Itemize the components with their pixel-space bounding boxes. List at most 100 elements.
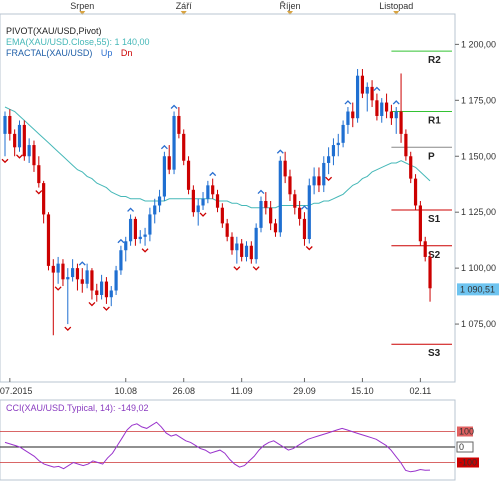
candle-body-49 xyxy=(240,243,244,257)
candle-body-4 xyxy=(22,124,26,157)
candle-body-35 xyxy=(172,115,176,170)
fractal-up-24 xyxy=(392,100,400,105)
candle-body-11 xyxy=(56,263,60,273)
y-tick-label-0: 1 200,00 xyxy=(461,39,496,49)
candle-body-73 xyxy=(355,75,360,119)
candle-body-56 xyxy=(273,223,278,233)
candle-body-88 xyxy=(428,256,432,289)
y-tick-label-5: 1 075,00 xyxy=(461,319,496,329)
candle-body-16 xyxy=(80,279,84,284)
candle-body-27 xyxy=(133,218,138,240)
candle-body-9 xyxy=(46,214,51,266)
candle-body-6 xyxy=(32,145,36,166)
month-label-1: Září xyxy=(176,1,193,11)
cci-level-box-1 xyxy=(456,441,474,453)
candle-body-60 xyxy=(293,194,297,208)
month-marker-1 xyxy=(180,11,187,15)
fractal-up-5 xyxy=(78,261,86,266)
candle-body-14 xyxy=(71,268,75,278)
x-tick-label-4: 29.09 xyxy=(293,386,316,396)
current-price-marker: 1 090,51 xyxy=(457,283,499,296)
fractal-dn-21 xyxy=(325,176,333,182)
main-plot-frame xyxy=(0,13,456,383)
candle-body-68 xyxy=(331,145,336,157)
candle-body-34 xyxy=(167,156,171,170)
candle-body-46 xyxy=(225,223,229,237)
fractal-up-14 xyxy=(209,171,217,177)
candle-body-77 xyxy=(375,100,379,116)
fractal-up-9 xyxy=(127,207,135,212)
candle-body-1 xyxy=(8,115,12,134)
candle-body-59 xyxy=(288,176,292,195)
x-tick-label-5: 15.10 xyxy=(351,386,374,396)
candle-body-52 xyxy=(254,227,258,260)
candle-body-58 xyxy=(283,160,287,177)
legend-fractal: FRACTAL(XAU/USD) xyxy=(6,48,92,58)
candle-body-18 xyxy=(90,270,94,291)
fractal-up-19 xyxy=(301,205,308,210)
candle-body-20 xyxy=(100,281,104,295)
candle-body-71 xyxy=(346,111,350,125)
fractal-dn-15 xyxy=(233,266,241,271)
candle-body-86 xyxy=(418,205,422,242)
pivot-label-s3: S3 xyxy=(428,348,441,359)
candle-body-67 xyxy=(327,156,331,163)
candle-body-25 xyxy=(124,241,128,251)
current-price-label: 1 090,51 xyxy=(460,284,495,294)
candle-body-15 xyxy=(75,268,80,280)
candle-body-53 xyxy=(259,201,263,228)
candle-body-74 xyxy=(360,75,365,94)
x-tick-label-1: 10.08 xyxy=(114,386,137,396)
candles-layer xyxy=(3,68,432,336)
y-tick-label-3: 1 125,00 xyxy=(461,207,496,217)
fractal-up-8 xyxy=(117,238,125,244)
x-tick-label-2: 26.08 xyxy=(172,386,195,396)
month-marker-2 xyxy=(286,11,293,15)
month-label-3: Listopad xyxy=(379,1,413,11)
fractal-up-18 xyxy=(276,149,284,154)
candle-body-7 xyxy=(37,165,41,184)
cci-panel: 100 0 -100 xyxy=(0,421,479,473)
candle-body-70 xyxy=(341,124,345,143)
candle-body-33 xyxy=(162,156,166,197)
pivot-label-r1: R1 xyxy=(428,116,441,127)
legend-pivot: PIVOT(XAU/USD,Pivot) xyxy=(6,26,102,36)
candle-body-78 xyxy=(380,102,384,116)
candle-body-40 xyxy=(196,205,200,213)
legend-fractal-line: FRACTAL(XAU/USD) Up Dn xyxy=(6,48,132,58)
pivot-label-s1: S1 xyxy=(428,214,441,225)
candle-body-17 xyxy=(85,270,89,284)
fractal-dn-20 xyxy=(305,246,313,251)
candle-body-43 xyxy=(211,185,215,195)
fractal-dn-13 xyxy=(199,212,207,217)
candle-body-2 xyxy=(13,133,17,148)
candle-body-80 xyxy=(389,111,393,119)
fractal-dn-7 xyxy=(102,306,110,311)
candle-body-26 xyxy=(128,218,133,242)
month-marker-0 xyxy=(79,11,86,15)
cci-level-box-0 xyxy=(457,426,473,437)
candle-body-72 xyxy=(351,111,355,119)
cci-panel-frame xyxy=(0,399,456,481)
fractal-dn-16 xyxy=(252,266,260,271)
candle-body-21 xyxy=(104,281,109,298)
candle-body-39 xyxy=(191,189,195,213)
candle-body-79 xyxy=(384,102,389,112)
month-label-2: Říjen xyxy=(279,1,300,11)
candle-body-57 xyxy=(278,160,282,233)
candle-body-87 xyxy=(423,241,427,257)
candle-body-29 xyxy=(143,234,147,237)
pivot-label-r2: R2 xyxy=(428,55,441,66)
fractal-up-12 xyxy=(170,104,178,109)
month-marker-3 xyxy=(393,11,400,15)
candle-body-3 xyxy=(17,124,22,148)
candle-body-24 xyxy=(119,250,123,271)
candle-body-48 xyxy=(235,243,239,251)
candle-body-10 xyxy=(51,265,55,273)
candle-body-55 xyxy=(269,207,273,224)
pivot-label-s2: S2 xyxy=(428,250,441,261)
legend-fractal-dn: Dn xyxy=(121,48,133,58)
candle-body-42 xyxy=(206,185,210,199)
fractal-dn-4 xyxy=(64,326,72,331)
